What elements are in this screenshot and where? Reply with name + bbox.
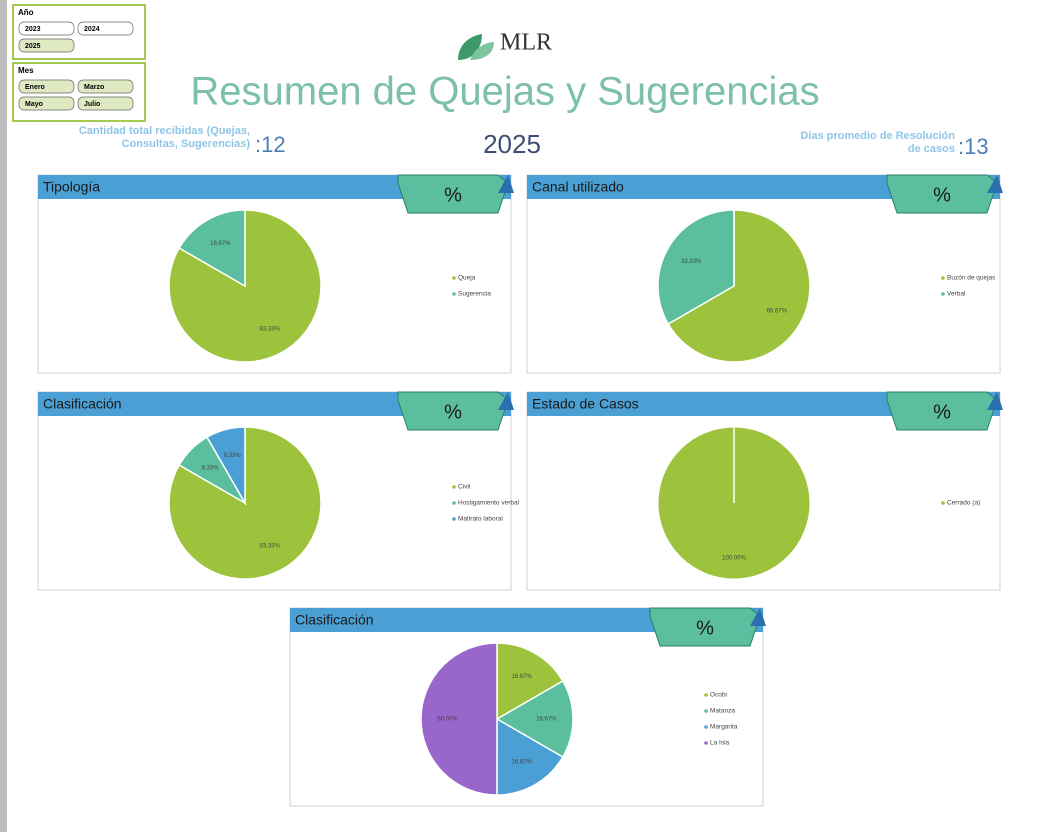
badge-text: % [444, 184, 462, 206]
slicer-button-label: 2023 [25, 26, 41, 33]
kpi-label-box: Días promedio de Resolución de casos [800, 130, 955, 155]
legend-marker [452, 517, 456, 521]
data-label: 16.67% [536, 717, 557, 723]
badge-corner [987, 175, 1003, 193]
badge-text: % [696, 617, 714, 639]
legend-marker [704, 741, 708, 745]
data-label: 16.67% [210, 241, 231, 247]
data-label: 33.33% [681, 259, 702, 265]
slicer-button[interactable] [77, 96, 134, 111]
chart-title: Tipología [43, 179, 100, 195]
data-label: 16.67% [512, 674, 533, 680]
legend-label: Civil [458, 484, 471, 491]
legend-marker [452, 292, 456, 296]
pie-slice [496, 717, 564, 796]
badge-corner [750, 608, 766, 626]
legend-marker [452, 485, 456, 489]
data-label: 66.67% [767, 308, 788, 314]
legend-marker [452, 276, 456, 280]
kpi-label: Días promedio de Resolución de casos [800, 130, 955, 155]
badge [397, 174, 509, 214]
slicer-button[interactable] [77, 79, 134, 94]
slicer-button[interactable] [18, 38, 75, 53]
pie-slice [178, 209, 246, 288]
pie-slice [420, 642, 498, 796]
badge-corner [498, 392, 514, 410]
legend-marker [941, 276, 945, 280]
badge-corner [498, 175, 514, 193]
legend-label: Cerrado (a) [947, 500, 980, 507]
chart-title: Estado de Casos [532, 396, 639, 412]
slicer-button-label: 2025 [25, 43, 41, 50]
pie-slice [667, 209, 811, 363]
kpi-label-box: Cantidad total recibidas (Quejas, Consul… [78, 125, 250, 150]
badge-text: % [933, 401, 951, 423]
badge [397, 391, 509, 431]
legend-label: Hostigamiento verbal [458, 500, 520, 507]
slicer-button-label: Julio [84, 101, 100, 108]
legend-label: Ocobi [710, 692, 727, 699]
slicer-button[interactable] [77, 21, 134, 36]
logo-text: MLR [500, 30, 552, 56]
legend-label: Margarita [710, 724, 738, 731]
slicer-button[interactable] [18, 96, 75, 111]
data-label: 50.00% [437, 717, 458, 723]
pie-slice [205, 426, 246, 506]
slicer-button-label: 2024 [84, 26, 100, 33]
pie-slice [495, 679, 574, 759]
slicer-button-label: Mayo [25, 101, 43, 108]
data-label: 16.67% [512, 759, 533, 765]
page-title: Resumen de Quejas y Sugerencias [190, 70, 819, 114]
data-label: 8.33% [224, 453, 242, 459]
data-label: 83.33% [260, 326, 281, 332]
slicer-title: Mes [18, 66, 34, 75]
legend-marker [452, 501, 456, 505]
badge-corner [987, 392, 1003, 410]
logo: MLR [458, 30, 552, 60]
chart-title: Clasificación [295, 612, 374, 628]
slicer-button[interactable] [18, 79, 75, 94]
year: 2025 [483, 129, 541, 159]
legend-label: Matanza [710, 708, 735, 715]
legend-marker [704, 725, 708, 729]
slicer-title: Año [18, 8, 34, 17]
kpi-value: :13 [958, 134, 989, 159]
legend-marker [704, 709, 708, 713]
pie-slice [657, 209, 735, 326]
legend-marker [941, 292, 945, 296]
legend-label: La Isla [710, 740, 730, 747]
legend-marker [941, 501, 945, 505]
legend-label: Sugerencia [458, 291, 491, 298]
badge-text: % [933, 184, 951, 206]
slicer-button[interactable] [18, 21, 75, 36]
chart-title: Clasificación [43, 396, 122, 412]
badge [649, 607, 761, 647]
badge [886, 174, 998, 214]
pie-slice [496, 642, 564, 721]
data-label: 83.33% [260, 543, 281, 549]
chart-title: Canal utilizado [532, 179, 624, 195]
legend-marker [704, 693, 708, 697]
legend-label: Maltrato laboral [458, 516, 503, 523]
data-label: 100.00% [722, 555, 746, 561]
badge-text: % [444, 401, 462, 423]
legend-label: Verbal [947, 291, 966, 298]
legend-label: Buzón de quejas [947, 275, 996, 282]
kpi-label: Cantidad total recibidas (Quejas, Consul… [78, 125, 250, 150]
left-border [0, 0, 7, 832]
kpi-value: :12 [255, 132, 286, 157]
slicer-button-label: Enero [25, 84, 45, 91]
legend-label: Queja [458, 275, 476, 282]
data-label: 8.33% [202, 466, 220, 472]
slicer-button-label: Marzo [84, 84, 104, 91]
badge [886, 391, 998, 431]
